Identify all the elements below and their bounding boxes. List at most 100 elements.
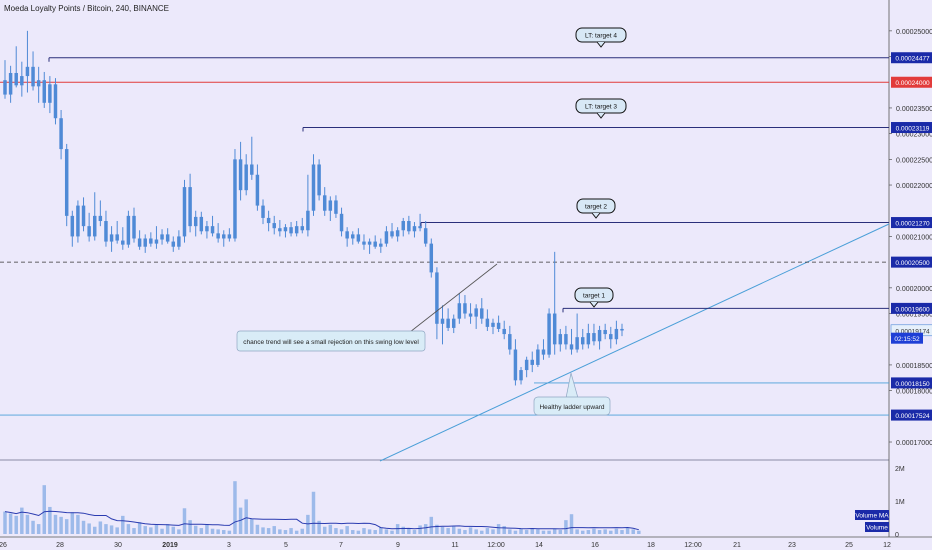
candle-body bbox=[154, 239, 159, 244]
candle bbox=[474, 304, 478, 329]
volume-bar bbox=[154, 524, 159, 534]
annotation-healthy-ladder: Healthy ladder upward bbox=[533, 372, 611, 416]
volume-bar bbox=[199, 528, 204, 534]
volume-bar bbox=[109, 525, 114, 534]
candle-body bbox=[137, 238, 142, 247]
candle-body bbox=[474, 308, 478, 317]
volume-bar bbox=[614, 528, 619, 534]
y-tick-label: 0.00017000 bbox=[896, 440, 932, 447]
candle bbox=[536, 344, 540, 367]
candle bbox=[143, 234, 147, 253]
candle bbox=[614, 320, 619, 345]
volume-bar bbox=[306, 514, 310, 534]
candle-body bbox=[530, 359, 534, 365]
volume-bar bbox=[53, 514, 58, 534]
callout-text: LT: target 4 bbox=[585, 33, 617, 40]
volume-bars bbox=[3, 481, 641, 534]
candle bbox=[513, 339, 518, 386]
candle bbox=[53, 78, 58, 125]
candle-body bbox=[569, 344, 574, 350]
volume-bar bbox=[513, 530, 518, 534]
candle-body bbox=[457, 303, 462, 319]
volume-bar bbox=[31, 520, 35, 534]
volume-bar bbox=[620, 530, 624, 534]
volume-bar bbox=[182, 508, 187, 534]
target-callout: LT: target 3 bbox=[575, 98, 627, 119]
volume-bar bbox=[373, 530, 377, 534]
volume-bar bbox=[93, 526, 97, 534]
candle-body bbox=[580, 337, 585, 345]
x-tick-label: 12 bbox=[883, 542, 891, 549]
candle bbox=[311, 154, 316, 216]
x-tick-label: 28 bbox=[56, 542, 64, 549]
candle bbox=[508, 325, 512, 355]
candle bbox=[379, 238, 383, 253]
candle-body bbox=[104, 221, 108, 242]
candle bbox=[345, 227, 349, 247]
candle bbox=[182, 179, 187, 243]
volume-legend-badge bbox=[855, 510, 889, 520]
candle-body bbox=[272, 223, 276, 229]
volume-bar bbox=[524, 530, 529, 534]
candle-body bbox=[440, 318, 445, 324]
volume-bar bbox=[334, 528, 338, 534]
candle bbox=[395, 227, 400, 242]
candle bbox=[238, 141, 243, 201]
volume-bar bbox=[496, 524, 501, 534]
target-callout: target 1 bbox=[574, 287, 614, 308]
volume-bar bbox=[227, 530, 232, 534]
candle bbox=[64, 143, 69, 227]
x-tick-label: 9 bbox=[396, 542, 400, 549]
candle bbox=[193, 210, 198, 237]
volume-bar bbox=[42, 485, 47, 534]
volume-bar bbox=[76, 514, 80, 534]
x-tick-label: 23 bbox=[788, 542, 796, 549]
callout-text: LT: target 3 bbox=[585, 104, 617, 111]
volume-bar bbox=[104, 524, 108, 534]
candle bbox=[586, 323, 591, 349]
candle-body bbox=[165, 234, 170, 242]
x-tick-label: 3 bbox=[227, 542, 231, 549]
candle-body bbox=[328, 200, 333, 211]
candle-body bbox=[289, 227, 293, 234]
y-tick-label: 0.00025000 bbox=[896, 29, 932, 36]
price-label-text: 0.00024000 bbox=[895, 80, 930, 87]
candle-body bbox=[87, 226, 91, 237]
volume-bar bbox=[474, 529, 478, 534]
price-label-text: 0.00020500 bbox=[895, 260, 930, 267]
volume-bar bbox=[631, 529, 635, 534]
candle bbox=[401, 217, 405, 237]
volume-bar bbox=[575, 529, 579, 534]
volume-bar bbox=[25, 514, 30, 534]
candle-body bbox=[384, 231, 389, 244]
candle bbox=[177, 230, 181, 250]
volume-bar bbox=[468, 527, 473, 534]
candle bbox=[362, 234, 366, 250]
candle-body bbox=[401, 221, 405, 231]
candle bbox=[390, 223, 394, 239]
volume-bar bbox=[193, 525, 198, 534]
candle-body bbox=[356, 234, 361, 242]
volume-bar bbox=[272, 526, 276, 534]
candle-body bbox=[418, 226, 422, 229]
candle-body bbox=[536, 349, 540, 365]
candle bbox=[25, 30, 30, 93]
candles bbox=[3, 30, 624, 386]
candle bbox=[244, 154, 248, 196]
volume-bar bbox=[222, 530, 226, 534]
candle bbox=[367, 238, 372, 254]
volume-bar bbox=[132, 528, 136, 534]
volume-bar bbox=[261, 527, 265, 534]
volume-bar bbox=[278, 529, 282, 534]
candle bbox=[255, 164, 260, 211]
volume-bar bbox=[356, 530, 361, 534]
candle bbox=[322, 187, 327, 216]
candle-body bbox=[564, 334, 568, 345]
candle bbox=[496, 315, 501, 333]
candle-body bbox=[222, 234, 226, 239]
volume-bar bbox=[322, 526, 327, 534]
candle-body bbox=[171, 241, 176, 247]
volume-bar bbox=[351, 530, 355, 534]
